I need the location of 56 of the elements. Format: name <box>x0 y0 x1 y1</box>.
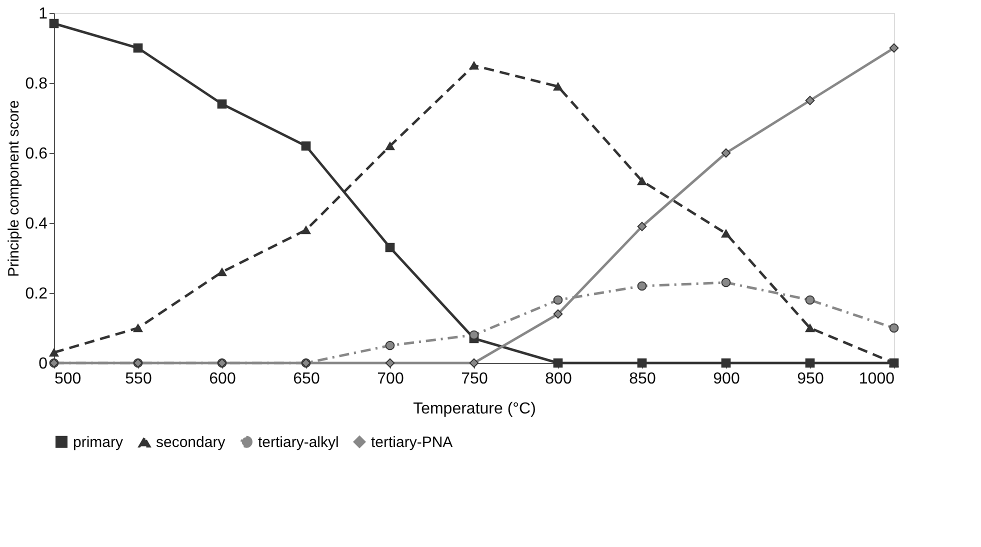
point <box>385 358 395 368</box>
point <box>301 226 311 234</box>
point <box>805 295 815 305</box>
point <box>721 278 731 288</box>
point <box>469 330 479 340</box>
point <box>553 295 563 305</box>
point <box>133 43 143 53</box>
point <box>637 281 647 291</box>
point <box>637 222 647 232</box>
legend-label: secondary <box>156 434 226 452</box>
point <box>553 358 563 368</box>
legend-label: primary <box>73 434 124 451</box>
point <box>469 358 479 368</box>
point <box>49 18 59 28</box>
legend-label: tertiary-alkyl <box>258 434 339 451</box>
point <box>469 61 479 70</box>
point <box>385 340 395 350</box>
point <box>721 148 731 158</box>
point <box>49 348 59 357</box>
legend-label: tertiary-PNA <box>371 434 453 451</box>
x-tick-label: 800 <box>545 370 572 388</box>
point <box>721 358 731 368</box>
point <box>553 82 563 91</box>
point <box>805 324 815 332</box>
x-tick-label: 950 <box>797 370 824 388</box>
point <box>805 358 815 368</box>
x-tick-label: 500 <box>54 370 82 388</box>
x-tick-label: 600 <box>209 370 236 388</box>
y-tick-label: 0 <box>38 356 48 372</box>
point <box>217 268 227 276</box>
y-tick-label: 0.8 <box>25 76 48 92</box>
point <box>385 242 395 252</box>
point <box>637 176 647 186</box>
point <box>889 43 899 53</box>
point <box>721 229 731 238</box>
point <box>133 324 143 332</box>
x-tick-label: 700 <box>377 370 404 388</box>
x-tick-label: 850 <box>629 370 656 388</box>
point <box>637 358 647 368</box>
y-tick-label: 0.6 <box>25 146 48 162</box>
point <box>217 99 227 109</box>
point <box>385 142 395 150</box>
x-tick-label: 1000 <box>858 370 895 388</box>
point <box>301 141 311 151</box>
y-axis-title: Principle component score <box>5 100 22 277</box>
y-tick-label: 0.4 <box>25 216 48 232</box>
y-tick-label: 0.2 <box>25 286 48 302</box>
x-tick-label: 650 <box>293 370 320 388</box>
point <box>553 309 563 319</box>
point <box>889 323 899 333</box>
point <box>805 96 815 106</box>
x-axis-title: Temperature (°C) <box>413 400 536 418</box>
x-tick-label: 550 <box>125 370 152 388</box>
x-tick-label: 900 <box>713 370 740 388</box>
x-tick-label: 750 <box>461 370 488 388</box>
y-tick-label: 1 <box>38 6 48 22</box>
